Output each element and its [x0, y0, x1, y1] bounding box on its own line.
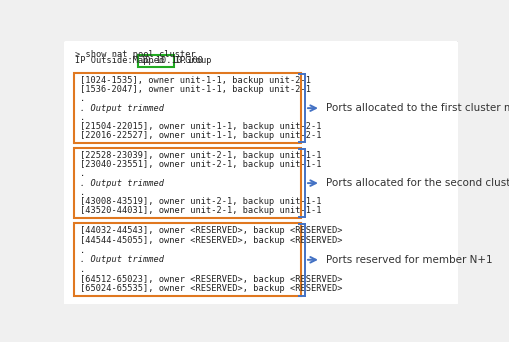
- Text: . Output trimmed: . Output trimmed: [80, 255, 164, 264]
- Text: .: .: [80, 265, 86, 274]
- Text: . Output trimmed: . Output trimmed: [80, 104, 164, 113]
- Text: .: .: [80, 246, 86, 255]
- Text: [1536-2047], owner unit-1-1, backup unit-2-1: [1536-2047], owner unit-1-1, backup unit…: [80, 85, 311, 94]
- Text: [65024-65535], owner <RESERVED>, backup <RESERVED>: [65024-65535], owner <RESERVED>, backup …: [80, 284, 343, 293]
- Text: .: .: [80, 113, 86, 122]
- Text: IP Outside:Mapped  IPGroup: IP Outside:Mapped IPGroup: [75, 56, 212, 65]
- Text: [44032-44543], owner <RESERVED>, backup <RESERVED>: [44032-44543], owner <RESERVED>, backup …: [80, 226, 343, 235]
- Text: .: .: [80, 188, 86, 197]
- Text: [23040-23551], owner unit-2-1, backup unit-1-1: [23040-23551], owner unit-2-1, backup un…: [80, 160, 322, 169]
- Text: .: .: [80, 94, 86, 104]
- Text: 10.10.10.100: 10.10.10.100: [140, 56, 204, 65]
- Text: .: .: [80, 169, 86, 179]
- Text: [43520-44031], owner unit-2-1, backup unit-1-1: [43520-44031], owner unit-2-1, backup un…: [80, 206, 322, 215]
- Text: . Output trimmed: . Output trimmed: [80, 179, 164, 188]
- Text: > show nat pool cluster: > show nat pool cluster: [75, 50, 196, 59]
- Text: Ports allocated for the second cluster member: Ports allocated for the second cluster m…: [326, 178, 509, 188]
- Text: [64512-65023], owner <RESERVED>, backup <RESERVED>: [64512-65023], owner <RESERVED>, backup …: [80, 275, 343, 284]
- Text: [22016-22527], owner unit-1-1, backup unit-2-1: [22016-22527], owner unit-1-1, backup un…: [80, 131, 322, 140]
- FancyBboxPatch shape: [74, 148, 301, 218]
- Text: [1024-1535], owner unit-1-1, backup unit-2-1: [1024-1535], owner unit-1-1, backup unit…: [80, 76, 311, 85]
- FancyBboxPatch shape: [63, 40, 459, 305]
- Text: Ports allocated to the first cluster member: Ports allocated to the first cluster mem…: [326, 103, 509, 113]
- Text: Ports reserved for member N+1: Ports reserved for member N+1: [326, 255, 492, 265]
- Text: [21504-22015], owner unit-1-1, backup unit-2-1: [21504-22015], owner unit-1-1, backup un…: [80, 122, 322, 131]
- Text: [43008-43519], owner unit-2-1, backup unit-1-1: [43008-43519], owner unit-2-1, backup un…: [80, 197, 322, 206]
- FancyBboxPatch shape: [138, 55, 174, 67]
- Text: [44544-45055], owner <RESERVED>, backup <RESERVED>: [44544-45055], owner <RESERVED>, backup …: [80, 236, 343, 245]
- Text: [22528-23039], owner unit-2-1, backup unit-1-1: [22528-23039], owner unit-2-1, backup un…: [80, 151, 322, 160]
- FancyBboxPatch shape: [74, 223, 301, 297]
- FancyBboxPatch shape: [74, 73, 301, 143]
